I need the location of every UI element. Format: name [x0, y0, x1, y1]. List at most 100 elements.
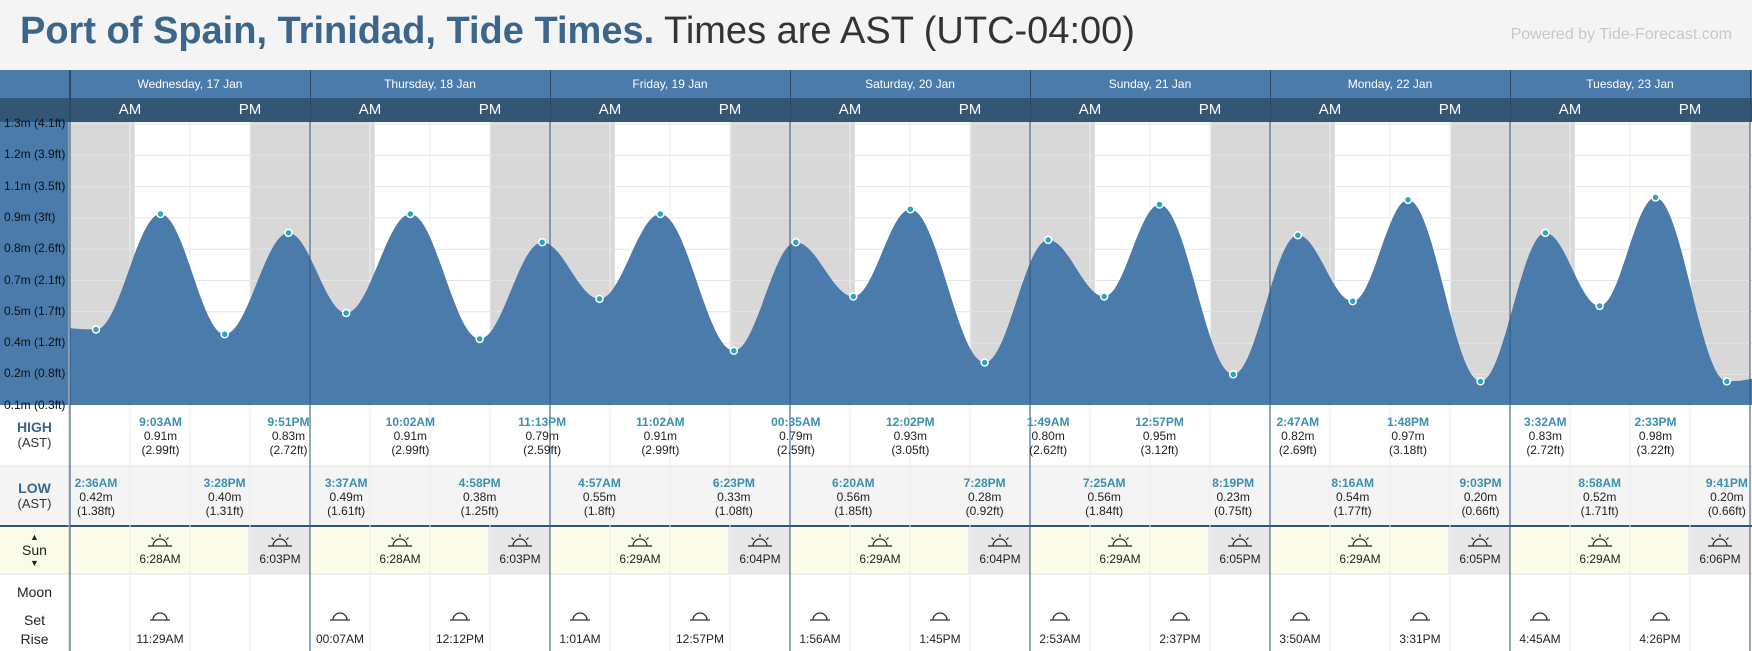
moon-time: 3:50AM [1279, 632, 1321, 646]
tide-height-ft: (1.61ft) [327, 504, 366, 518]
title-location: Port of Spain, Trinidad, Tide Times. [20, 10, 655, 52]
tide-height: 0.55m [582, 490, 617, 504]
sunrise-icon [1591, 537, 1595, 541]
sunset-icon [1725, 537, 1729, 541]
tide-height-ft: (1.84ft) [1085, 504, 1124, 518]
sunrise-icon [152, 538, 168, 547]
sunrise-icon [645, 537, 649, 541]
tide-height-ft: (2.59ft) [523, 443, 562, 457]
moon-icon [1652, 612, 1668, 621]
tide-height: 0.98m [1638, 429, 1673, 443]
sun-row-label: ▲ Sun ▼ [0, 532, 69, 568]
tide-height-ft: (2.99ft) [391, 443, 430, 457]
sunrise-time: 6:29AM [1099, 552, 1141, 566]
sunrise-icon [872, 538, 888, 547]
y-axis-label: 1.3m (4.1ft) [4, 116, 66, 130]
low-tide-entry: 8:19PM 0.23m (0.75ft) [1173, 476, 1293, 518]
sunset-time: 6:05PM [1459, 552, 1501, 566]
high-tide-entry: 12:57PM 0.95m (3.12ft) [1100, 415, 1220, 457]
am-label: AM [598, 101, 622, 118]
high-tide-point [1651, 193, 1660, 202]
powered-by-link[interactable]: Powered by Tide-Forecast.com [1510, 26, 1732, 43]
pm-label: PM [718, 101, 742, 118]
tide-height: 0.91m [143, 429, 178, 443]
pm-label: PM [1438, 101, 1462, 118]
sunrise-time: 6:28AM [379, 552, 421, 566]
moon-time: 4:26PM [1639, 632, 1681, 646]
tide-height: 0.83m [271, 429, 306, 443]
tide-time: 3:37AM [324, 476, 368, 490]
tide-height: 0.82m [1281, 429, 1315, 443]
low-tide-point [595, 294, 604, 304]
low-tide-entry: 9:03PM 0.20m (0.66ft) [1421, 476, 1541, 518]
moon-time: 1:01AM [559, 632, 601, 646]
low-tide-point [91, 325, 101, 334]
tide-height-ft: (1.25ft) [460, 504, 499, 518]
tide-height: 0.79m [525, 429, 559, 443]
tide-height-ft: (3.22ft) [1636, 443, 1675, 457]
sunset-time: 6:04PM [979, 552, 1021, 566]
sunrise-icon [405, 537, 409, 541]
low-tide-entry: 9:41PM 0.20m (0.66ft) [1667, 476, 1752, 518]
tide-time: 12:02PM [885, 415, 935, 429]
moon-time: 00:07AM [315, 632, 365, 646]
high-tide-entry: 10:02AM 0.91m (2.99ft) [350, 415, 470, 457]
sun-night-cell [728, 527, 790, 574]
tide-time: 4:58PM [458, 476, 501, 490]
sunset-icon [1245, 537, 1249, 541]
day-row: Wednesday, 17 Jan Thursday, 18 Jan Friday,… [0, 70, 1752, 98]
low-tz-label: (AST) [17, 496, 52, 511]
moon-row-bg [0, 574, 1752, 651]
tide-height: 0.91m [643, 429, 677, 443]
sunset-time: 6:03PM [259, 552, 301, 566]
moon-time: 4:45AM [1519, 632, 1561, 646]
tide-height: 0.33m [717, 490, 751, 504]
day-label: Wednesday, 17 Jan [137, 77, 243, 91]
tide-time: 10:02AM [385, 415, 435, 429]
sunrise-icon [1112, 538, 1128, 547]
tide-height: 0.56m [836, 490, 870, 504]
tide-time: 9:03PM [1459, 476, 1502, 490]
high-tide-entry: 9:03AM 0.91m (2.99ft) [101, 415, 221, 457]
day-label: Thursday, 18 Jan [384, 77, 476, 91]
tide-height: 0.20m [1710, 490, 1744, 504]
tide-time: 9:41PM [1705, 476, 1748, 490]
header-left-edge [69, 70, 70, 122]
sunset-icon [1005, 537, 1009, 541]
tide-time: 7:25AM [1082, 476, 1126, 490]
tide-height: 0.49m [329, 490, 363, 504]
sunset-time: 6:06PM [1699, 552, 1741, 566]
low-tide-point [220, 330, 229, 339]
low-tide-point [1476, 377, 1485, 386]
pm-label: PM [958, 101, 982, 118]
tide-height-ft: (1.31ft) [205, 504, 244, 518]
moon-time: 1:45PM [919, 632, 961, 646]
am-label: AM [358, 101, 382, 118]
y-axis-label: 0.7m (2.1ft) [4, 272, 66, 287]
day-label: Tuesday, 23 Jan [1586, 77, 1674, 91]
title-bar: Port of Spain, Trinidad, Tide Times. Tim… [0, 0, 1752, 70]
sunset-icon [1472, 538, 1488, 547]
y-axis-label: 1.2m (3.9ft) [4, 147, 66, 162]
tide-time: 8:19PM [1212, 476, 1255, 490]
tide-height-ft: (1.85ft) [834, 504, 873, 518]
low-tide-entry: 2:36AM 0.42m (1.38ft) [36, 476, 156, 518]
y-axis-label: 0.5m (1.7ft) [4, 303, 66, 318]
high-tide-entry: 12:02PM 0.93m (3.05ft) [850, 415, 970, 457]
low-tide-point [475, 334, 484, 344]
high-tide-point [656, 209, 665, 219]
sunrise-icon [1365, 537, 1369, 541]
sunset-icon [285, 537, 289, 541]
tide-height: 0.28m [967, 490, 1002, 504]
tide-height-ft: (1.08ft) [714, 504, 753, 518]
day-separator [70, 70, 71, 122]
tide-height: 0.23m [1216, 490, 1250, 504]
day-separator [310, 70, 311, 122]
tide-height-ft: (2.59ft) [776, 443, 815, 457]
sunrise-time: 6:29AM [619, 552, 661, 566]
title-timezone: Times are AST (UTC-04:00) [664, 10, 1135, 52]
tide-height: 0.52m [1582, 490, 1617, 504]
sunset-icon [525, 537, 529, 541]
moon-time: 2:53AM [1039, 632, 1081, 646]
